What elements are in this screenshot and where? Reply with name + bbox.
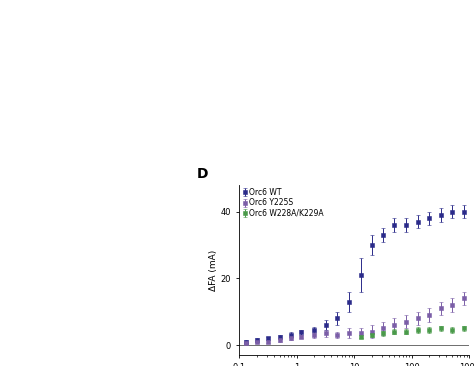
Y-axis label: ΔFA (mA): ΔFA (mA): [209, 249, 218, 291]
Legend: Orc6 WT, Orc6 Y225S, Orc6 W228A/K229A: Orc6 WT, Orc6 Y225S, Orc6 W228A/K229A: [242, 187, 325, 219]
Text: D: D: [197, 167, 208, 181]
